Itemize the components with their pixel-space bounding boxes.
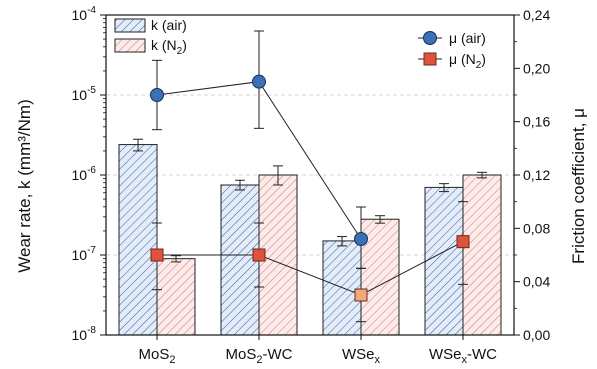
x-tick-label: WSex [342,346,381,366]
legend-marker-circle [423,31,437,45]
line-series-air [150,30,368,269]
right-tick-label: 0,20 [523,60,550,76]
left-tick-label: 10-4 [72,5,97,23]
series-line [157,241,464,296]
bar [462,174,502,336]
right-tick-label: 0,04 [523,274,550,290]
line-series-group [150,30,470,323]
point-marker-square [252,248,266,262]
line-series-n2 [150,201,470,323]
legend-bars: k (air) k (N2) [114,17,187,57]
right-tick-label: 0,12 [523,167,550,183]
legend-label: μ (N2) [449,51,486,71]
axes-group: 10-8 10-7 10-6 10-5 10-4 0,00 0,04 0,08 0,12 0,16… [72,5,551,366]
bar-series-group [118,138,502,336]
right-tick-label: 0,16 [523,114,550,130]
left-tick-label: 10-6 [72,165,97,183]
right-tick-label: 0,08 [523,220,550,236]
point-marker-circle [252,74,266,89]
right-axis-title: Friction coefficient, μ [569,108,588,264]
x-tick-label: MoS2 [139,346,176,366]
point-marker-circle [150,88,164,102]
legend-swatch-bar [114,18,146,33]
legend-label: k (N2) [151,37,187,57]
left-tick-label: 10-5 [72,85,97,103]
legend-label: μ (air) [449,30,486,46]
bar [118,144,158,336]
right-tick-label: 0,24 [523,7,550,23]
legend-label: k (air) [151,17,187,33]
point-marker-square [354,288,368,302]
right-tick-label: 0,00 [523,327,550,343]
left-axis-title: Wear rate, k (mm³/Nm) [15,99,34,272]
legend-swatch-bar [114,38,146,53]
legend-marker-square [423,52,437,66]
point-marker-square [456,235,470,249]
x-tick-label: WSex-WC [429,346,497,366]
x-tick-label: MoS2-WC [226,346,293,366]
bar [156,258,196,336]
legend-lines: μ (air) μ (N2) [418,30,486,71]
left-tick-label: 10-8 [72,325,97,343]
left-tick-label: 10-7 [72,245,97,263]
point-marker-square [150,248,164,262]
bar [424,186,464,336]
bar-series-air [118,138,464,336]
point-marker-circle [354,232,368,246]
